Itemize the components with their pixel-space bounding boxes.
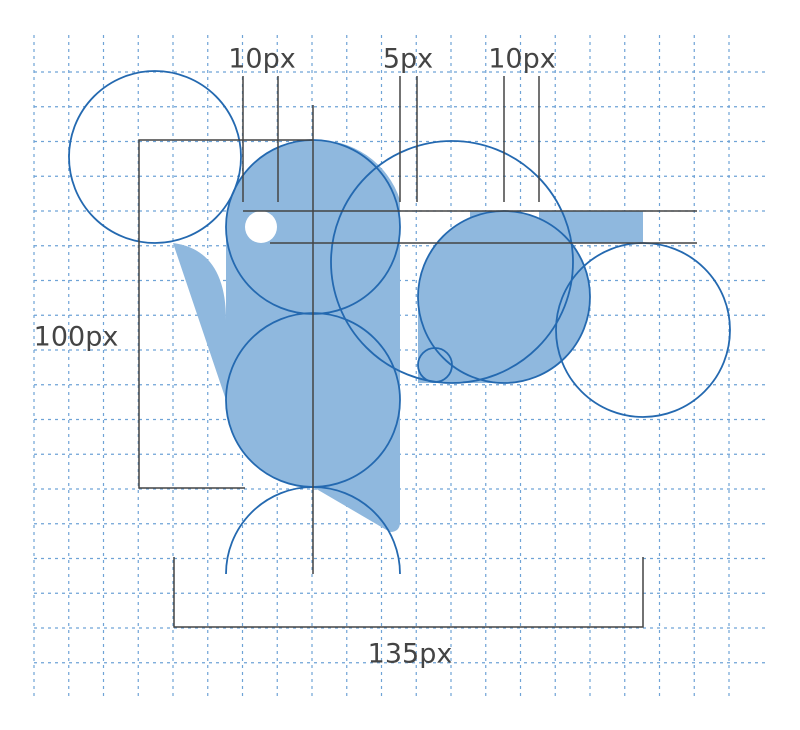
left-bracket (138, 139, 313, 489)
dimension-label: 5px (383, 44, 433, 75)
hole (245, 211, 277, 243)
right-tail (418, 297, 504, 383)
dimension-label: 135px (368, 639, 453, 670)
bar-part (539, 211, 643, 243)
dimension-lines (138, 76, 697, 628)
circle (417, 347, 453, 383)
circle (330, 140, 574, 384)
dimension-label: 10px (228, 44, 295, 75)
dimension-label: 10px (488, 44, 555, 75)
dimension-label: 100px (34, 322, 119, 353)
bottom-bracket (173, 557, 644, 628)
circle (68, 70, 242, 244)
